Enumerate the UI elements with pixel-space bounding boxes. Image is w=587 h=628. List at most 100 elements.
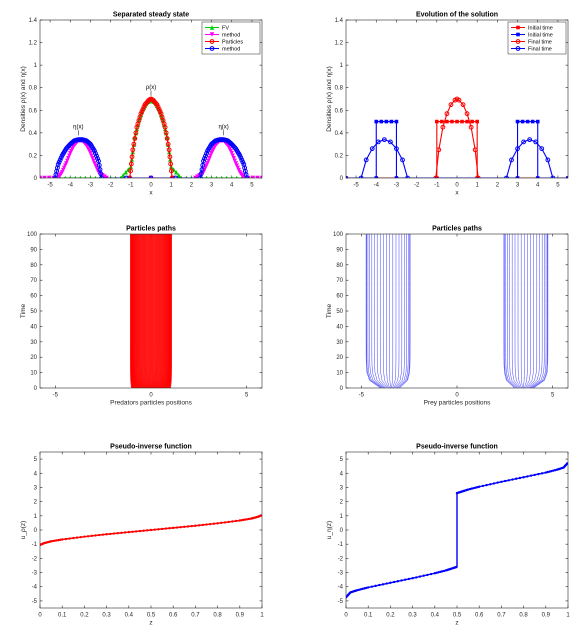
particle-path	[169, 234, 172, 388]
annotation-label: η(x)	[218, 124, 228, 130]
data-point	[148, 175, 154, 178]
y-tick-label: 1	[340, 63, 344, 69]
data-point	[530, 119, 535, 124]
data-point	[365, 586, 368, 590]
data-point	[79, 175, 82, 178]
data-point	[201, 523, 204, 527]
y-tick-label: 0.2	[29, 153, 38, 159]
y-tick-label: 40	[30, 324, 37, 330]
data-point	[133, 130, 139, 136]
particle-path	[371, 234, 385, 388]
particle-path	[530, 234, 545, 388]
particle-path	[528, 234, 540, 388]
data-point	[369, 146, 375, 152]
data-point	[198, 175, 203, 178]
data-point	[509, 157, 514, 163]
particle-path	[136, 234, 142, 388]
chart-title: Pseudo-inverse function	[416, 444, 498, 451]
data-point	[197, 524, 201, 527]
particle-path	[503, 234, 515, 388]
data-point	[146, 529, 149, 532]
x-tick-label: -2	[108, 183, 114, 189]
data-point	[92, 161, 97, 166]
particle-path	[135, 234, 141, 388]
x-tick-label: 4	[536, 183, 540, 189]
y-tick-label: 1.4	[29, 18, 38, 24]
y-tick-label: 0.4	[29, 131, 38, 137]
data-point	[230, 175, 233, 178]
series-evo-init-rho	[346, 119, 568, 178]
data-point	[220, 521, 223, 525]
data-point	[236, 167, 241, 173]
particle-path	[138, 234, 144, 388]
data-point	[374, 176, 379, 178]
data-point	[64, 537, 68, 541]
x-tick-label: 0.9	[236, 613, 245, 619]
data-point	[418, 575, 422, 578]
data-point	[426, 573, 429, 577]
data-point	[99, 175, 104, 178]
data-point	[235, 165, 240, 171]
data-point	[176, 172, 181, 178]
x-tick-label: 0.2	[80, 613, 89, 619]
x-tick-label: 0.8	[213, 613, 222, 619]
series-evo-final-eta	[358, 137, 556, 178]
data-point	[474, 486, 477, 489]
data-point	[515, 146, 520, 152]
data-point	[472, 147, 478, 153]
data-point	[535, 176, 540, 178]
series-densities-particles-rho	[127, 96, 175, 178]
axes-frame	[345, 451, 569, 609]
data-point	[51, 539, 55, 543]
data-point	[210, 175, 213, 178]
y-tick-label: 5	[34, 457, 38, 463]
legend-label: Final time	[528, 47, 552, 53]
particle-path	[386, 234, 390, 388]
data-point	[520, 119, 525, 124]
data-point	[64, 175, 67, 178]
x-tick-label: 1	[170, 183, 174, 189]
x-tick-label: 0.8	[519, 613, 528, 619]
data-point	[550, 175, 556, 178]
data-point	[83, 535, 86, 538]
y-tick-label: -1	[338, 542, 344, 548]
data-point	[138, 529, 142, 533]
y-tick-label: 30	[336, 340, 343, 346]
data-point	[97, 167, 103, 172]
data-point	[57, 157, 63, 163]
data-point	[126, 167, 131, 172]
data-point	[355, 589, 359, 592]
particle-path	[159, 234, 165, 388]
y-tick-label: 0.4	[335, 131, 344, 137]
x-tick-label: -4	[68, 183, 74, 189]
data-point	[154, 102, 160, 108]
data-point	[415, 576, 418, 579]
y-tick-label: 3	[34, 485, 38, 491]
data-point	[400, 157, 405, 163]
particle-path	[137, 234, 143, 388]
x-tick-label: -5	[353, 183, 359, 189]
y-tick-label: 60	[336, 294, 343, 300]
data-point	[139, 109, 145, 114]
data-point	[470, 487, 473, 490]
particle-path	[514, 234, 521, 388]
data-point	[381, 583, 385, 586]
data-point	[179, 525, 182, 529]
data-point	[504, 175, 509, 178]
data-point	[194, 524, 197, 527]
y-tick-label: 20	[336, 355, 343, 361]
x-axis-label: z	[149, 620, 152, 627]
particle-path	[394, 234, 403, 388]
legend-label: Initial time	[528, 33, 553, 39]
data-point	[174, 170, 179, 175]
x-tick-label: 2	[190, 183, 194, 189]
data-point	[91, 158, 96, 163]
y-tick-label: 0	[34, 386, 38, 392]
x-tick-label: -3	[88, 183, 94, 189]
data-point	[361, 587, 364, 591]
particle-path	[391, 234, 394, 388]
y-ticks: 0 10 20 30 40 50 60 70 80 90 100	[333, 232, 568, 392]
data-point	[545, 157, 551, 163]
y-tick-label: -5	[338, 599, 344, 605]
data-point	[440, 119, 444, 124]
